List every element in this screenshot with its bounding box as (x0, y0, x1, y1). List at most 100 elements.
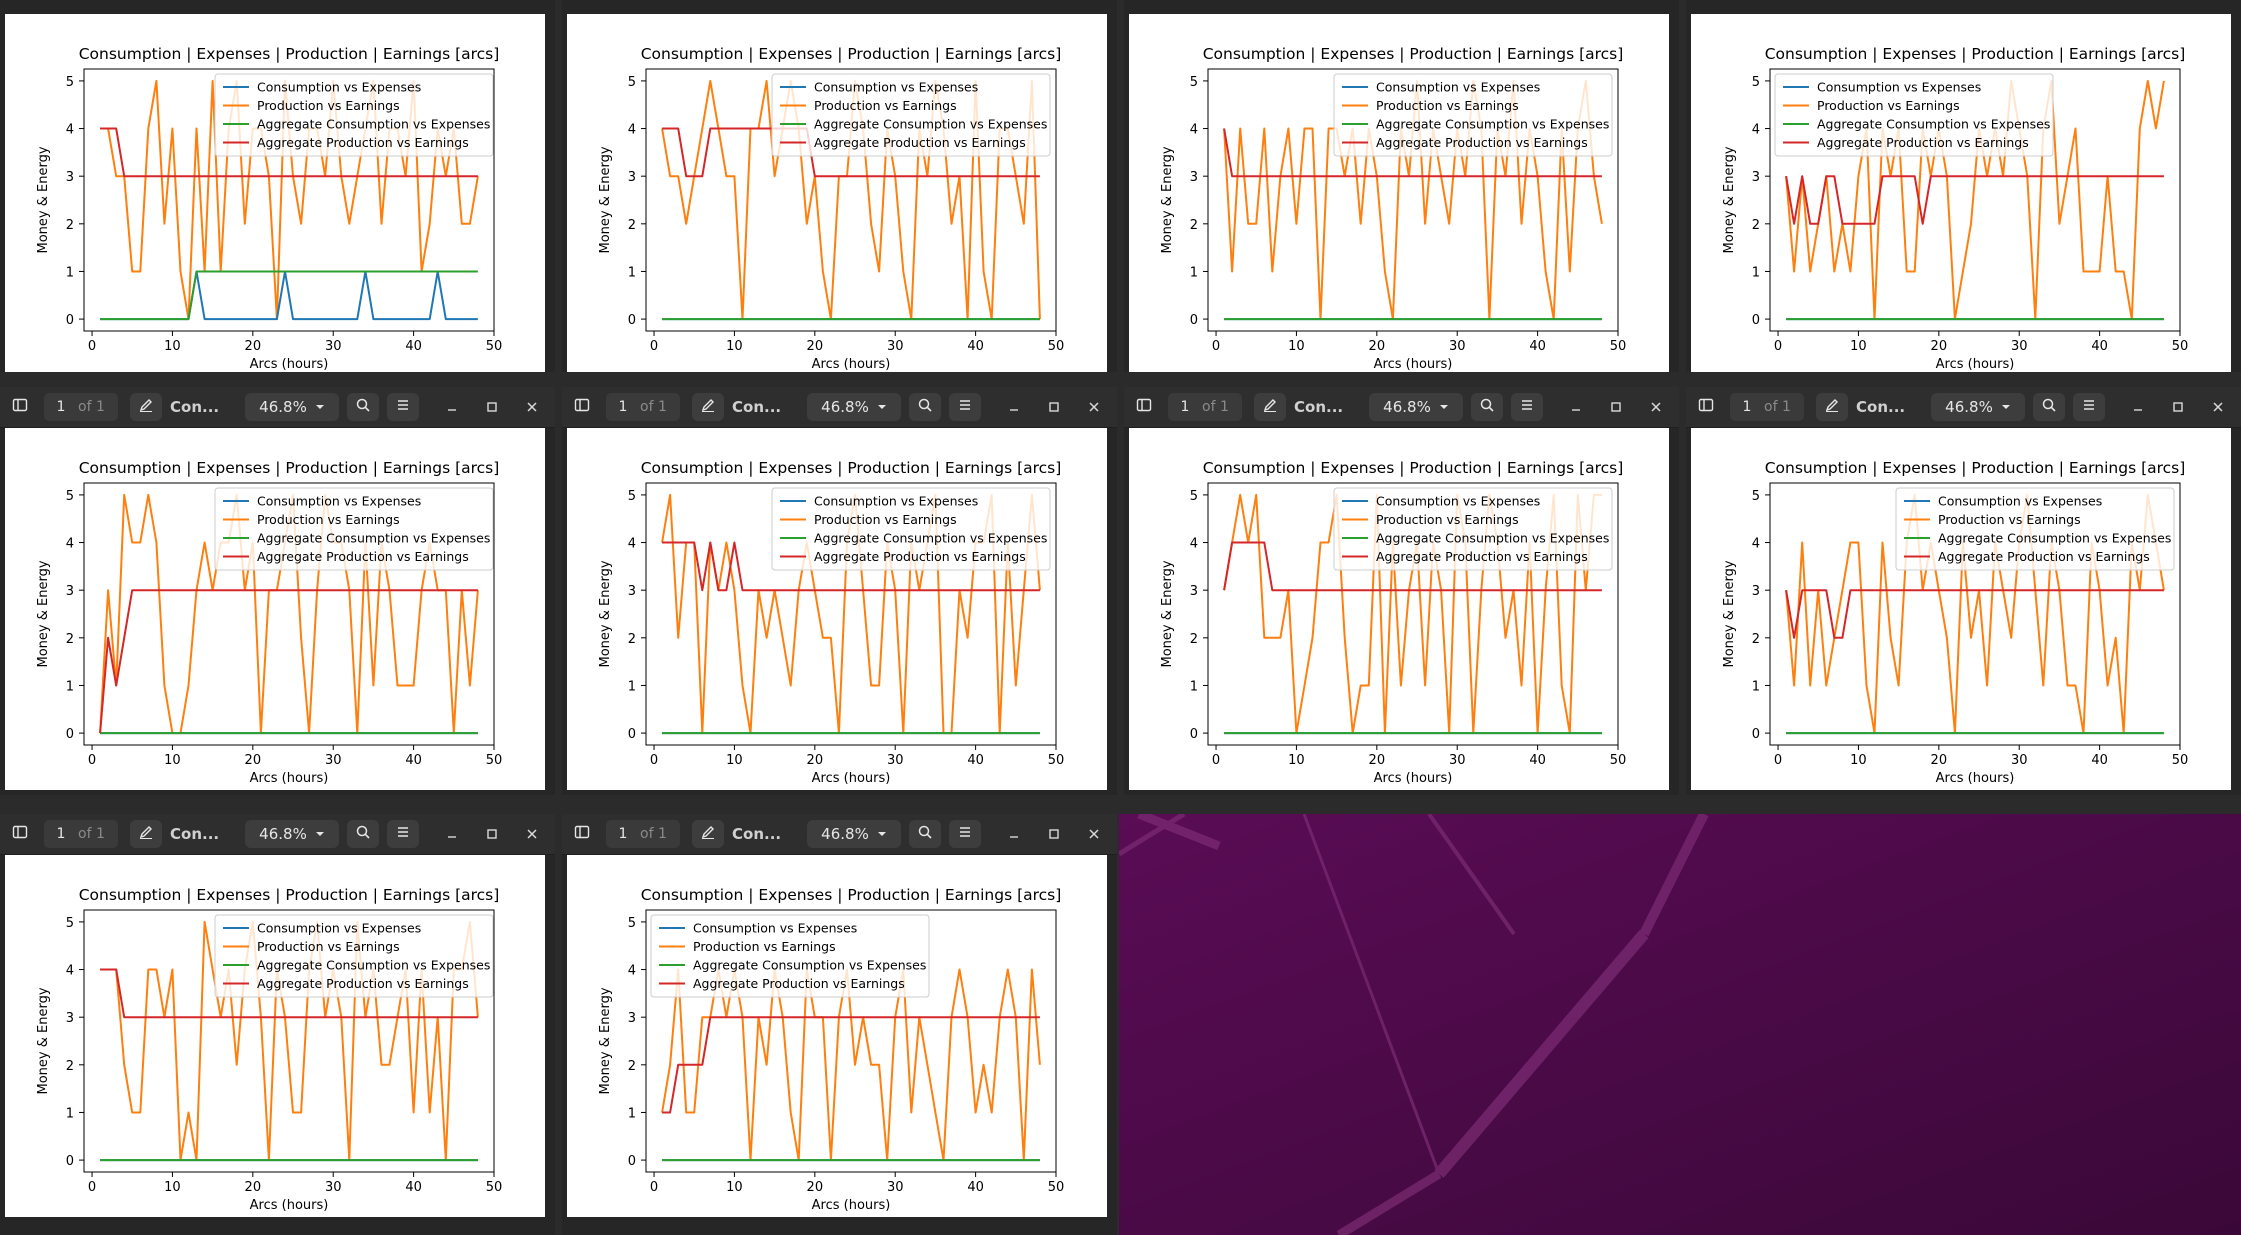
annotate-button[interactable] (692, 820, 724, 848)
maximize-button[interactable] (1602, 393, 1630, 421)
y-axis-label: Money & Energy (1160, 560, 1175, 667)
maximize-button[interactable] (1040, 393, 1068, 421)
search-button[interactable] (909, 393, 941, 421)
close-button[interactable] (2204, 393, 2232, 421)
menu-button[interactable] (2073, 393, 2105, 421)
y-axis-label: Money & Energy (598, 560, 613, 667)
document-area[interactable]: Consumption | Expenses | Production | Ea… (0, 0, 555, 372)
search-button[interactable] (1471, 393, 1503, 421)
close-button[interactable] (1642, 393, 1670, 421)
close-button[interactable] (518, 393, 546, 421)
zoom-dropdown[interactable]: 46.8% (1931, 393, 2025, 421)
x-axis-label: Arcs (hours) (1374, 771, 1453, 786)
annotate-button[interactable] (692, 393, 724, 421)
x-tick-label: 50 (486, 753, 503, 768)
minimize-button[interactable] (1000, 820, 1028, 848)
y-tick-label: 4 (66, 964, 74, 979)
search-button[interactable] (347, 820, 379, 848)
search-button[interactable] (909, 820, 941, 848)
page-number-input[interactable]: 1 (1730, 393, 1764, 421)
document-area[interactable]: Consumption | Expenses | Production | Ea… (1124, 0, 1679, 372)
document-area[interactable]: Consumption | Expenses | Production | Ea… (562, 0, 1117, 372)
document-viewer-window: 1 of 1 Con... 46.8% Consumption | Expenses |… (0, 814, 555, 1235)
legend-entry: Aggregate Production vs Earnings (1376, 135, 1588, 150)
production-vs-earnings-line (100, 920, 479, 1162)
zoom-dropdown[interactable]: 46.8% (245, 393, 339, 421)
menu-icon (395, 824, 411, 844)
page-number-input[interactable]: 1 (606, 820, 640, 848)
document-area[interactable]: Consumption | Expenses | Production | Ea… (1124, 428, 1679, 795)
legend-entry: Aggregate Production vs Earnings (814, 135, 1026, 150)
zoom-dropdown[interactable]: 46.8% (1369, 393, 1463, 421)
menu-button[interactable] (387, 820, 419, 848)
zoom-dropdown[interactable]: 46.8% (245, 820, 339, 848)
minimize-button[interactable] (1562, 393, 1590, 421)
x-tick-label: 40 (405, 753, 422, 768)
minimize-button[interactable] (2124, 393, 2152, 421)
x-tick-label: 20 (1931, 753, 1948, 768)
page-number-input[interactable]: 1 (44, 820, 78, 848)
annotate-button[interactable] (130, 820, 162, 848)
y-tick-label: 2 (66, 218, 74, 233)
menu-button[interactable] (949, 820, 981, 848)
annotate-button[interactable] (1254, 393, 1286, 421)
menu-button[interactable] (949, 393, 981, 421)
menu-button[interactable] (1511, 393, 1543, 421)
document-area[interactable]: Consumption | Expenses | Production | Ea… (1686, 0, 2241, 372)
y-tick-label: 4 (628, 123, 636, 138)
close-icon (2211, 400, 2225, 414)
viewer-toolbar: 1 of 1 Con... 46.8% (562, 387, 1117, 428)
search-button[interactable] (347, 393, 379, 421)
zoom-level: 46.8% (259, 398, 307, 416)
annotate-button[interactable] (1816, 393, 1848, 421)
document-page: Consumption | Expenses | Production | Ea… (567, 428, 1107, 790)
sidebar-toggle-button[interactable] (1128, 393, 1160, 421)
x-tick-label: 0 (88, 1180, 96, 1195)
maximize-button[interactable] (2164, 393, 2192, 421)
x-tick-label: 10 (726, 753, 743, 768)
page-number-input[interactable]: 1 (1168, 393, 1202, 421)
pen-icon (700, 824, 716, 844)
y-tick-label: 1 (66, 265, 74, 280)
search-button[interactable] (2033, 393, 2065, 421)
viewer-toolbar: 1 of 1 Con... 46.8% (1124, 387, 1679, 428)
document-area[interactable]: Consumption | Expenses | Production | Ea… (0, 428, 555, 795)
document-page: Consumption | Expenses | Production | Ea… (5, 14, 545, 372)
menu-button[interactable] (387, 393, 419, 421)
annotate-button[interactable] (130, 393, 162, 421)
page-number-input[interactable]: 1 (606, 393, 640, 421)
document-area[interactable]: Consumption | Expenses | Production | Ea… (0, 855, 555, 1235)
close-button[interactable] (1080, 820, 1108, 848)
y-tick-label: 5 (628, 75, 636, 90)
minimize-button[interactable] (438, 393, 466, 421)
document-area[interactable]: Consumption | Expenses | Production | Ea… (562, 855, 1117, 1235)
aggregate-production-line (662, 1016, 1040, 1114)
sidebar-toggle-button[interactable] (566, 393, 598, 421)
y-tick-label: 0 (1190, 313, 1198, 328)
legend-entry: Aggregate Production vs Earnings (1817, 135, 2029, 150)
zoom-dropdown[interactable]: 46.8% (807, 820, 901, 848)
close-button[interactable] (518, 820, 546, 848)
zoom-dropdown[interactable]: 46.8% (807, 393, 901, 421)
sidebar-toggle-button[interactable] (4, 393, 36, 421)
document-area[interactable]: Consumption | Expenses | Production | Ea… (1686, 428, 2241, 795)
legend-entry: Production vs Earnings (814, 512, 957, 527)
y-axis-label: Money & Energy (598, 146, 613, 253)
line-chart: Consumption | Expenses | Production | Ea… (1722, 459, 2188, 786)
minimize-button[interactable] (1000, 393, 1028, 421)
x-tick-label: 10 (1850, 753, 1867, 768)
sidebar-toggle-button[interactable] (4, 820, 36, 848)
sidebar-toggle-button[interactable] (1690, 393, 1722, 421)
viewer-toolbar: 1 of 1 Con... 46.8% (562, 814, 1117, 855)
minimize-button[interactable] (438, 820, 466, 848)
maximize-button[interactable] (1040, 820, 1068, 848)
maximize-button[interactable] (478, 393, 506, 421)
minimize-icon (1007, 827, 1021, 841)
legend-box (1333, 487, 1613, 571)
sidebar-toggle-button[interactable] (566, 820, 598, 848)
page-number-input[interactable]: 1 (44, 393, 78, 421)
close-button[interactable] (1080, 393, 1108, 421)
maximize-button[interactable] (478, 820, 506, 848)
y-axis-label: Money & Energy (36, 146, 51, 253)
document-area[interactable]: Consumption | Expenses | Production | Ea… (562, 428, 1117, 795)
